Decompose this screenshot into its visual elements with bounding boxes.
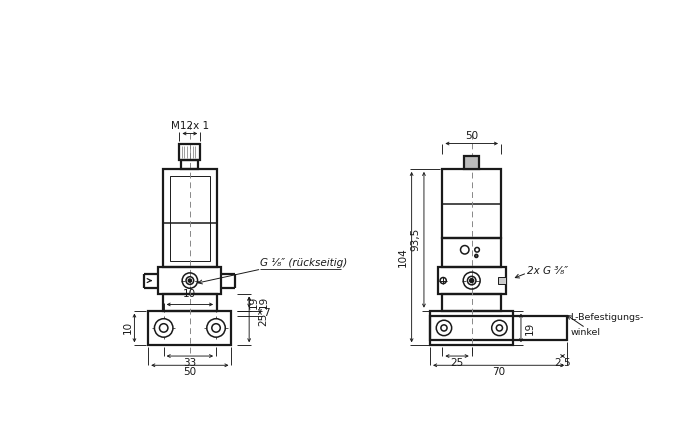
- Text: 33: 33: [184, 357, 197, 368]
- Text: winkel: winkel: [570, 328, 600, 337]
- Bar: [179, 144, 200, 160]
- Text: M12x 1: M12x 1: [171, 121, 209, 131]
- Bar: [438, 268, 505, 294]
- Circle shape: [470, 279, 474, 282]
- Bar: [163, 294, 217, 311]
- Text: 25: 25: [258, 313, 269, 326]
- Text: 93,5: 93,5: [410, 228, 420, 251]
- Text: 19: 19: [525, 321, 535, 334]
- Circle shape: [436, 320, 452, 336]
- Text: G ¹⁄₈″ (rückseitig): G ¹⁄₈″ (rückseitig): [260, 258, 347, 268]
- Circle shape: [188, 279, 191, 282]
- Circle shape: [154, 319, 173, 337]
- Bar: [181, 160, 198, 169]
- Circle shape: [207, 319, 225, 337]
- Circle shape: [491, 320, 507, 336]
- Bar: [148, 311, 232, 345]
- Text: 70: 70: [492, 367, 505, 377]
- Text: 104: 104: [398, 247, 408, 267]
- Text: 10: 10: [184, 289, 196, 299]
- Text: 10: 10: [123, 321, 133, 334]
- Text: 2,5: 2,5: [554, 357, 571, 368]
- Circle shape: [475, 254, 478, 257]
- Text: 25: 25: [450, 357, 463, 368]
- Bar: [170, 176, 210, 261]
- Bar: [498, 277, 505, 284]
- Text: 2x G ³⁄₈″: 2x G ³⁄₈″: [527, 265, 568, 276]
- Bar: [158, 268, 221, 294]
- Bar: [443, 169, 501, 238]
- Text: 19: 19: [258, 296, 269, 309]
- Text: 50: 50: [184, 367, 196, 377]
- Text: L-Befestigungs-: L-Befestigungs-: [570, 313, 644, 322]
- Bar: [464, 156, 480, 169]
- Text: 19: 19: [248, 296, 258, 309]
- Bar: [430, 316, 567, 340]
- Bar: [443, 238, 501, 268]
- Text: 7: 7: [263, 308, 269, 318]
- Bar: [163, 169, 217, 268]
- Text: 50: 50: [465, 131, 478, 141]
- Bar: [443, 294, 501, 311]
- Bar: [430, 311, 513, 345]
